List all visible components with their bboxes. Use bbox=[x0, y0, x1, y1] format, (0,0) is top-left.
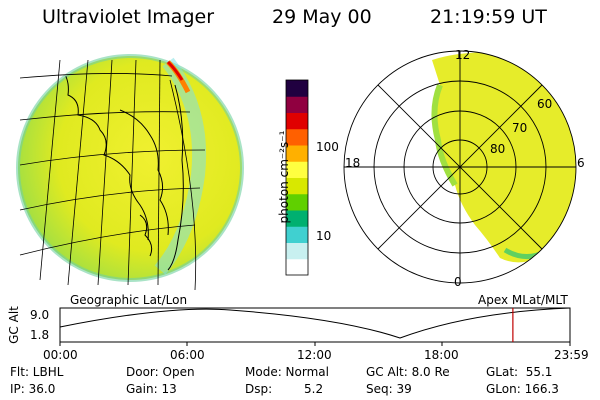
mlat-label-70: 70 bbox=[512, 121, 528, 135]
status-gc-alt: GC Alt: 8.0 Re bbox=[366, 365, 450, 379]
status-dsp-label: Dsp: bbox=[245, 382, 273, 396]
earth-disk bbox=[16, 54, 244, 282]
status-door: Door: Open bbox=[126, 365, 195, 379]
colorbar-segment bbox=[286, 242, 308, 260]
mlat-label-80: 80 bbox=[490, 142, 506, 156]
date-label: 29 May 00 bbox=[272, 6, 372, 28]
status-flt: Flt: LBHL bbox=[10, 365, 64, 379]
status-glat: GLat: 55.1 bbox=[486, 365, 553, 379]
time-label: 21:19:59 UT bbox=[430, 6, 547, 28]
mlt-label-18: 18 bbox=[345, 156, 361, 170]
colorbar-tick-100: 100 bbox=[316, 140, 339, 154]
colorbar-segment bbox=[286, 96, 308, 113]
xtick-1800: 18:00 bbox=[424, 348, 459, 362]
altitude-plot bbox=[59, 307, 571, 346]
colorbar bbox=[285, 79, 309, 276]
mlat-label-60: 60 bbox=[537, 97, 553, 111]
mlt-label-6: 6 bbox=[577, 156, 585, 170]
altitude-ytick-high: 9.0 bbox=[30, 308, 50, 322]
colorbar-segment bbox=[286, 193, 308, 211]
geographic-caption: Geographic Lat/Lon bbox=[70, 293, 188, 307]
colorbar-segment bbox=[286, 112, 308, 130]
colorbar-segment bbox=[286, 128, 308, 146]
colorbar-segment bbox=[286, 177, 308, 195]
xtick-1200: 12:00 bbox=[297, 348, 332, 362]
status-seq: Seq: 39 bbox=[366, 382, 412, 396]
status-dsp-value: 5.2 bbox=[304, 382, 324, 396]
colorbar-segment bbox=[286, 161, 308, 178]
polar-plot bbox=[343, 50, 577, 284]
mlt-label-12: 12 bbox=[455, 48, 471, 62]
status-mode: Mode: Normal bbox=[245, 365, 329, 379]
instrument-title: Ultraviolet Imager bbox=[42, 6, 215, 28]
altitude-ylabel: GC Alt bbox=[7, 306, 21, 344]
apex-caption: Apex MLat/MLT bbox=[478, 293, 568, 307]
status-glon: GLon: 166.3 bbox=[486, 382, 559, 396]
xtick-2359: 23:59 bbox=[554, 348, 589, 362]
colorbar-segment bbox=[286, 80, 308, 97]
altitude-ytick-low: 1.8 bbox=[30, 328, 50, 342]
xtick-0600: 06:00 bbox=[170, 348, 205, 362]
colorbar-tick-10: 10 bbox=[316, 229, 332, 243]
colorbar-unit-label: photon cm⁻²s⁻¹ bbox=[277, 130, 291, 224]
mlt-label-0: 0 bbox=[454, 275, 462, 289]
xtick-0000: 00:00 bbox=[43, 348, 78, 362]
colorbar-segment bbox=[286, 210, 308, 227]
status-ip: IP: 36.0 bbox=[10, 382, 56, 396]
colorbar-segment bbox=[286, 226, 308, 243]
coastlines bbox=[61, 69, 184, 271]
status-gain: Gain: 13 bbox=[126, 382, 177, 396]
colorbar-segment bbox=[286, 258, 308, 276]
colorbar-segment bbox=[286, 145, 308, 162]
